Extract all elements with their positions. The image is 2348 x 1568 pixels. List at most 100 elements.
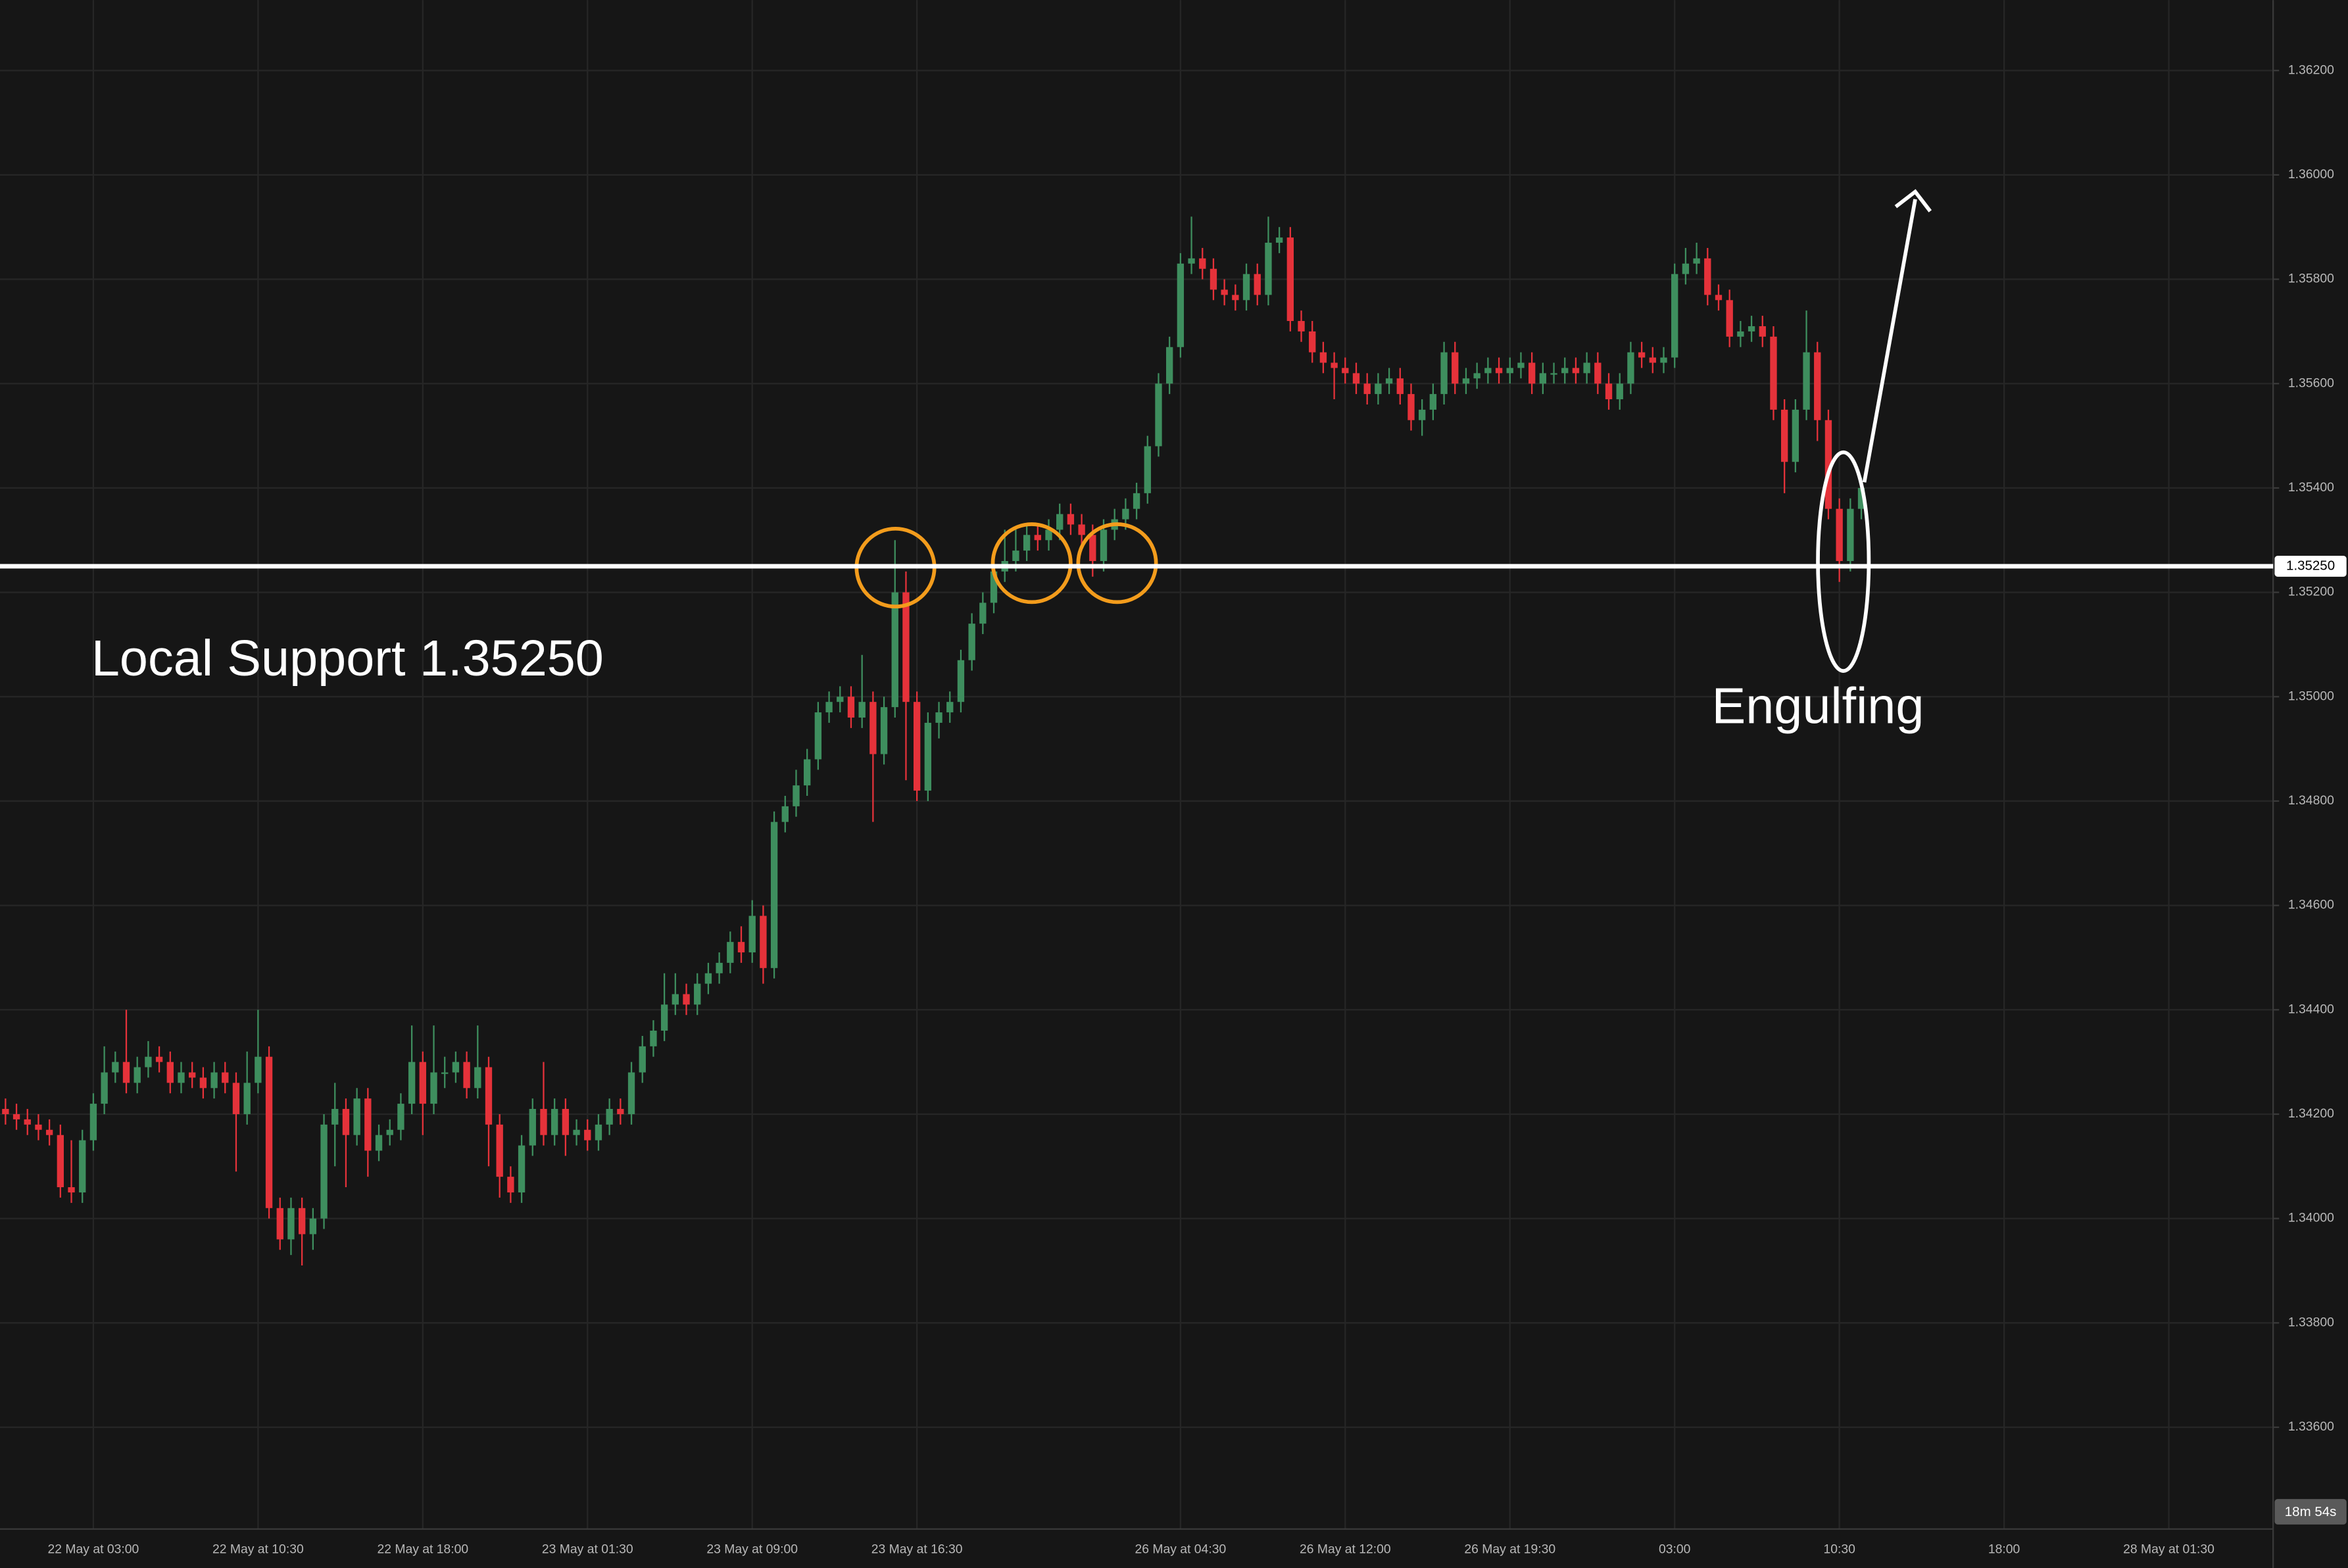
candle-body [1803,352,1810,410]
candle-body [1682,263,1690,274]
candle-body [265,1056,273,1208]
y-tick-label: 1.33800 [2288,1315,2334,1329]
touch-circle [1076,522,1158,604]
engulfing-ellipse [1816,450,1871,673]
candle-body [595,1124,602,1140]
candle-body [518,1145,526,1192]
candle-body [1385,378,1393,384]
candle-body [1331,362,1338,368]
candle-body [1726,300,1733,337]
candle-body [891,592,898,708]
candle-body [1133,493,1140,509]
candle-body [331,1109,339,1125]
candle-body [1594,362,1602,384]
candle-body [232,1083,240,1114]
candle-body [968,624,975,660]
candle-body [781,806,789,822]
candle-body [1298,321,1305,331]
candle-body [24,1119,31,1125]
candle-body [1693,258,1700,264]
candle-body [1780,409,1788,462]
candle-body [210,1072,218,1089]
candle-body [694,983,701,1005]
candle-body [1572,368,1580,374]
candle-body [1177,263,1185,347]
candle-body [320,1124,328,1219]
candle-body [1429,394,1437,410]
candle-body [89,1104,97,1140]
y-tick-label: 1.34200 [2288,1106,2334,1121]
candle-body [35,1124,42,1130]
candle-body [79,1140,86,1192]
candle-body [660,1004,668,1031]
candle-body [1539,373,1547,384]
y-tick-label: 1.36200 [2288,62,2334,77]
candle-body [1089,535,1096,561]
candle-body [540,1109,547,1135]
candle-body [1737,331,1744,337]
candle-body [1352,373,1360,384]
candle-body [1638,352,1646,358]
candle-body [990,571,998,603]
candle-body [397,1104,404,1130]
candle-body [1462,378,1470,384]
candle-body [672,994,679,1005]
engulfing-annotation: Engulfing [1712,678,1924,735]
candle-body [924,722,932,791]
candle-body [1484,368,1492,374]
candle-body [1407,394,1415,420]
candle-body [869,702,877,754]
x-tick-label: 26 May at 12:00 [1300,1542,1391,1557]
candle-body [1857,487,1865,509]
candle-body [1495,368,1503,374]
y-tick-label: 1.35800 [2288,272,2334,286]
candle-body [617,1109,624,1114]
candle-body [1023,535,1031,551]
candle-body [1715,295,1723,301]
x-tick-label: 23 May at 16:30 [871,1542,963,1557]
candle-body [101,1072,108,1104]
x-tick-label: 23 May at 09:00 [706,1542,798,1557]
candle-body [430,1072,437,1104]
candle-body [1199,258,1206,269]
candle-body [770,821,778,968]
candle-body [122,1062,130,1083]
candle-body [1550,373,1557,375]
candle-body [1067,514,1075,525]
candle-body [1254,274,1261,295]
candle-body [364,1098,372,1151]
candle-body [1605,383,1613,400]
candle-body [496,1124,503,1177]
candle-body [1309,331,1316,353]
y-tick-label: 1.34800 [2288,793,2334,808]
candle-body [584,1129,591,1140]
candle-body [1419,409,1426,420]
candle-body [1286,237,1294,322]
arrow-head [1894,189,1932,212]
candle-body [716,962,723,973]
candle-body [353,1098,360,1135]
candle-body [562,1109,570,1135]
candle-body [155,1056,163,1062]
candle-body [199,1077,207,1089]
candle-body [913,702,921,791]
candle-body [1210,268,1217,290]
candle-body [1155,383,1162,447]
candle-body [507,1177,514,1192]
x-tick-label: 23 May at 01:30 [542,1542,633,1557]
candle-body [1100,529,1108,561]
y-tick-label: 1.35600 [2288,376,2334,390]
grid [0,0,2274,1529]
support-price-box [2274,555,2347,577]
candle-body [606,1109,613,1125]
candle-body [793,785,800,806]
candle-body [1759,326,1766,337]
candle-body [704,973,712,984]
x-tick-label: 18:00 [1988,1542,2020,1557]
candle-body [386,1129,393,1135]
candle-body [1319,352,1327,363]
candle-body [748,916,756,953]
candle-body [1561,368,1569,374]
axes: 1.33600 1.33800 1.34000 1.34200 1.34400 1.346… [48,62,2334,1556]
